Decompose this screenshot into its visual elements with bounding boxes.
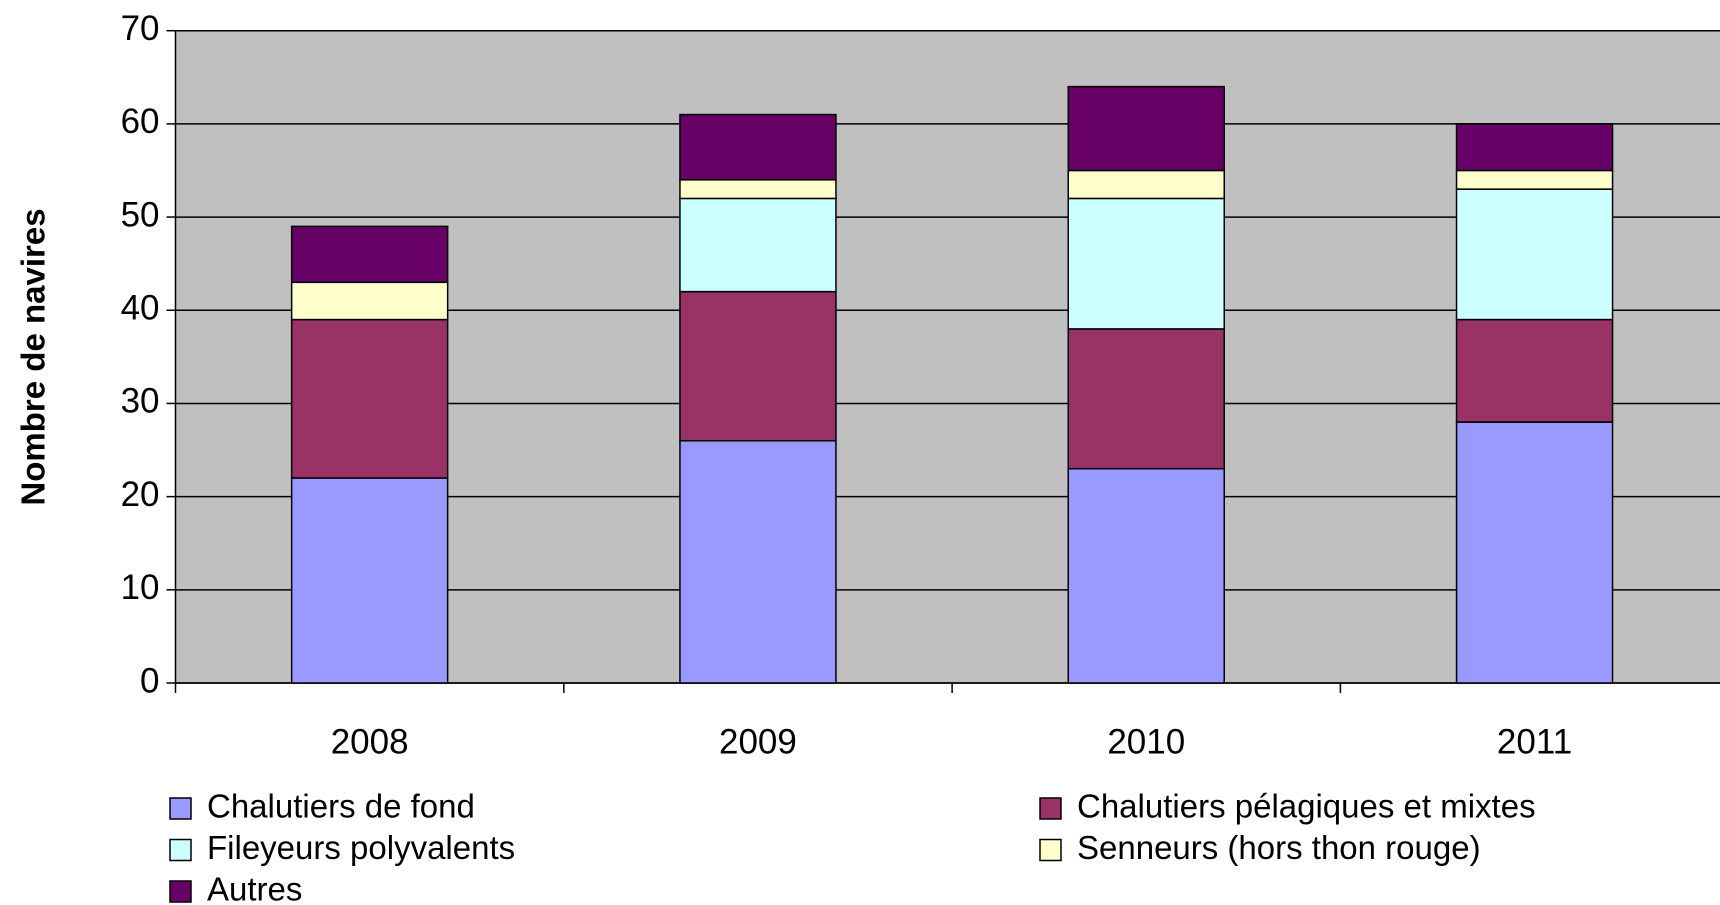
bar-segment — [290, 225, 449, 284]
legend-label: Fileyeurs polyvalents — [207, 829, 515, 866]
x-tick-label: 2011 — [1497, 722, 1572, 761]
x-tick-label: 2010 — [1107, 722, 1185, 761]
bar-segment — [290, 477, 449, 684]
bar-segment — [1455, 123, 1614, 172]
x-tick-label: 2009 — [719, 722, 797, 761]
y-tick-label: 60 — [121, 102, 160, 141]
bar-segment — [1455, 188, 1614, 321]
legend-swatch — [169, 880, 192, 903]
bar-segment — [1067, 467, 1225, 684]
legend-label: Chalutiers pélagiques et mixtes — [1077, 788, 1536, 825]
y-tick-label: 0 — [140, 661, 159, 700]
bar-segment — [290, 281, 449, 321]
y-tick-label: 40 — [121, 289, 160, 328]
x-tick-label: 2008 — [331, 722, 409, 761]
bar-segment — [1067, 85, 1225, 172]
bar-segment — [290, 318, 449, 479]
bar-segment — [1067, 197, 1225, 330]
bar-segment — [679, 439, 837, 684]
y-tick-label: 70 — [121, 9, 160, 48]
bar-segment — [1455, 318, 1614, 423]
bar-segment — [1455, 421, 1614, 684]
bar-segment — [1455, 169, 1614, 190]
bar-segment — [679, 197, 837, 293]
legend-swatch — [1039, 838, 1062, 862]
legend-swatch — [169, 797, 192, 820]
legend-label: Chalutiers de fond — [207, 788, 475, 825]
legend-label: Senneurs (hors thon rouge) — [1077, 829, 1481, 866]
bar-segment — [1067, 169, 1225, 200]
y-axis-label: Nombre de navires — [15, 208, 52, 505]
y-tick-label: 30 — [121, 382, 160, 421]
y-tick-label: 50 — [121, 195, 160, 234]
legend-label: Autres — [207, 871, 302, 905]
bar-segment — [679, 290, 837, 442]
bar-segment — [679, 113, 837, 181]
bar-segment — [1067, 328, 1225, 470]
y-tick-label: 20 — [121, 475, 160, 514]
legend-swatch — [1039, 797, 1062, 820]
bar-segment — [679, 179, 837, 200]
legend-swatch — [169, 838, 192, 862]
y-tick-label: 10 — [121, 568, 160, 607]
